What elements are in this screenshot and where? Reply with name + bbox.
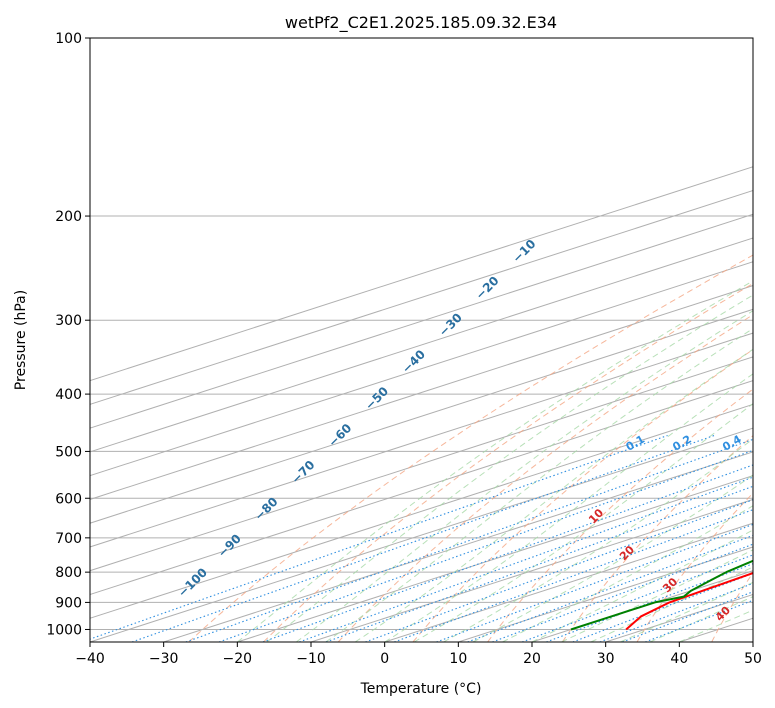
moist-adiabat: [502, 505, 753, 642]
mixing-ratio-line: [262, 464, 753, 642]
dewpoint-line: [570, 559, 753, 631]
moist-adiabat: [443, 438, 753, 642]
mixing-ratio-line: [599, 582, 753, 642]
axis-ticks: −40 −30 −20 −10 0 10 20 30 40 50 100 200 300 400 500 60…: [46, 31, 762, 667]
chart-title: wetPf2_C2E1.2025.185.09.32.E34: [285, 13, 557, 33]
x-tick-label: −20: [223, 651, 253, 667]
x-tick-label: 0: [380, 651, 389, 667]
x-tick-label: 10: [449, 651, 467, 667]
mixing-ratio-line: [572, 572, 753, 642]
isotherm-line: [90, 380, 753, 595]
isotherm-line: [310, 498, 753, 642]
moist-adiabat: [472, 474, 753, 642]
x-tick-label: −10: [296, 651, 326, 667]
moist-adiabat: [236, 280, 753, 642]
y-tick-label: 300: [55, 313, 82, 329]
mixing-ratio-line: [299, 476, 753, 642]
mixing-ratio-line: [218, 449, 753, 642]
isotherm-line: [90, 403, 753, 619]
background-lines: [90, 38, 753, 642]
x-tick-label: −30: [149, 651, 179, 667]
isotherm-line: [384, 522, 753, 642]
x-axis-label: Temperature (°C): [360, 681, 482, 697]
x-tick-label: −40: [75, 651, 105, 667]
y-tick-label: 400: [55, 387, 82, 403]
isotherm-line: [90, 356, 753, 572]
isotherm-line: [90, 166, 753, 382]
dry-adiabat: [636, 492, 753, 642]
mixing-ratio-line: [436, 523, 753, 642]
moist-adiabat: [354, 348, 753, 642]
x-tick-label: 20: [523, 651, 541, 667]
y-tick-label: 200: [55, 209, 82, 225]
data-series: [570, 559, 753, 631]
y-tick-label: 500: [55, 444, 82, 460]
x-tick-label: 50: [744, 651, 762, 667]
y-axis-label: Pressure (hPa): [13, 290, 29, 390]
moist-adiabat: [325, 327, 753, 642]
isotherm-line: [90, 427, 753, 642]
dry-adiabat: [337, 314, 753, 642]
isotherm-line: [90, 261, 753, 477]
moist-adiabat: [620, 581, 753, 642]
moist-adiabat: [295, 310, 753, 642]
x-tick-label: 40: [670, 651, 688, 667]
dry-adiabat: [263, 282, 753, 642]
y-tick-label: 900: [55, 595, 82, 611]
isotherm-line: [237, 475, 753, 642]
mixing-ratio-line: [521, 554, 753, 642]
y-tick-label: 800: [55, 565, 82, 581]
moist-adiabat: [413, 403, 753, 642]
mixing-ratio-line: [90, 434, 668, 640]
moist-adiabat: [531, 529, 753, 642]
isotherm-line: [90, 308, 753, 524]
isotherm-line: [90, 189, 753, 405]
mixing-ratio-line: [131, 434, 715, 642]
y-tick-label: 1000: [46, 622, 82, 638]
isotherm-line: [90, 285, 753, 500]
y-tick-label: 700: [55, 531, 82, 547]
plot-frame: [89, 37, 754, 643]
x-tick-label: 30: [597, 651, 615, 667]
moist-adiabat: [649, 596, 753, 642]
isotherm-line: [90, 332, 753, 548]
isotherm-line: [163, 451, 753, 642]
moist-adiabat: [266, 294, 753, 642]
y-tick-label: 600: [55, 491, 82, 507]
dry-adiabat: [487, 388, 753, 642]
y-tick-label: 100: [55, 31, 82, 47]
isotherm-line: [90, 213, 753, 429]
isotherm-line: [90, 237, 753, 453]
mixing-ratio-line: [325, 485, 753, 642]
